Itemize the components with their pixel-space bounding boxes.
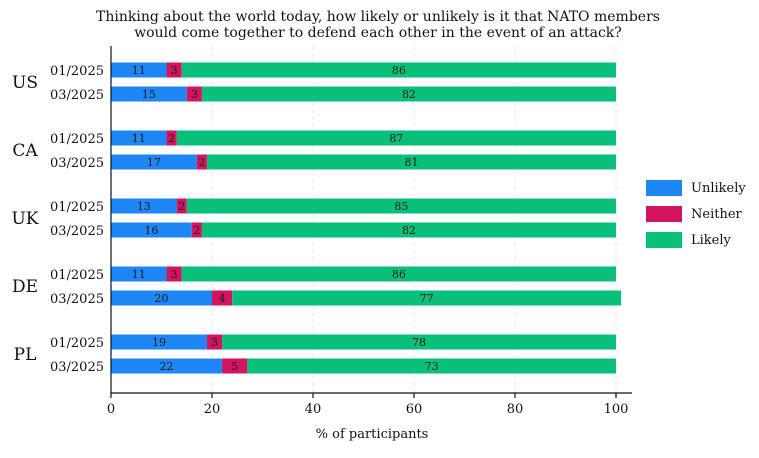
bar-de-1-unlikely — [111, 290, 212, 306]
data-label: 82 — [402, 224, 416, 237]
data-label: 20 — [155, 292, 169, 305]
bar-ca-0-neither — [166, 130, 177, 146]
x-tick-label: 80 — [507, 402, 524, 417]
data-label: 86 — [392, 64, 406, 77]
legend: Unlikely Neither Likely — [646, 180, 746, 248]
period-label: 01/2025 — [50, 64, 104, 79]
x-tick-label: 100 — [604, 402, 629, 417]
data-label: 16 — [144, 224, 158, 237]
period-label: 01/2025 — [50, 336, 104, 351]
x-tick-label: 20 — [204, 402, 221, 417]
country-label-pl: PL — [14, 345, 37, 365]
bar-uk-0-unlikely — [111, 198, 177, 214]
data-label: 13 — [137, 200, 151, 213]
bar-uk-0-neither — [176, 198, 187, 214]
bar-ca-0-unlikely — [111, 130, 167, 146]
period-label: 01/2025 — [50, 132, 104, 147]
bar-pl-0-unlikely — [111, 334, 207, 350]
bar-us-1-neither — [186, 86, 202, 102]
bar-pl-1-likely — [247, 358, 616, 374]
row-labels: 01/2025 03/2025 US 01/2025 03/2025 CA 01/2025 0… — [11, 64, 104, 375]
data-label: 17 — [147, 156, 161, 169]
x-axis-label: % of participants — [316, 427, 429, 442]
legend-label-neither: Neither — [691, 207, 743, 222]
bar-pl-1-unlikely — [111, 358, 223, 374]
period-label: 03/2025 — [50, 88, 104, 103]
data-label: 73 — [425, 360, 439, 373]
x-tick-label: 40 — [305, 402, 322, 417]
data-label: 2 — [198, 156, 205, 169]
period-label: 03/2025 — [50, 156, 104, 171]
period-label: 01/2025 — [50, 268, 104, 283]
data-label: 11 — [132, 132, 146, 145]
bar-pl-0-neither — [206, 334, 223, 350]
data-label: 2 — [168, 132, 175, 145]
bar-us-0-likely — [181, 62, 616, 78]
bar-uk-0-likely — [186, 198, 616, 214]
data-label: 81 — [404, 156, 418, 169]
legend-swatch-likely — [646, 232, 682, 248]
data-label: 78 — [412, 336, 426, 349]
country-label-us: US — [12, 73, 38, 93]
period-label: 03/2025 — [50, 360, 104, 375]
chart-title: Thinking about the world today, how like… — [96, 9, 660, 41]
bar-us-1-likely — [201, 86, 616, 102]
period-label: 03/2025 — [50, 292, 104, 307]
bar-pl-0-likely — [222, 334, 616, 350]
legend-swatch-neither — [646, 206, 682, 222]
data-label: 5 — [231, 360, 238, 373]
data-label: 3 — [191, 88, 198, 101]
bar-ca-1-unlikely — [111, 154, 197, 170]
data-label: 85 — [394, 200, 408, 213]
bar-ca-0-likely — [176, 130, 616, 146]
data-label: 11 — [132, 64, 146, 77]
bar-de-1-neither — [212, 290, 233, 306]
bar-uk-1-unlikely — [111, 222, 192, 238]
country-label-uk: UK — [11, 209, 38, 229]
bar-de-1-likely — [232, 290, 622, 306]
data-label: 2 — [178, 200, 185, 213]
x-tick-label: 0 — [107, 402, 115, 417]
bar-de-0-likely — [181, 266, 616, 282]
data-label: 11 — [132, 268, 146, 281]
period-label: 03/2025 — [50, 224, 104, 239]
bar-ca-1-neither — [196, 154, 207, 170]
data-label: 3 — [171, 64, 178, 77]
data-label: 2 — [193, 224, 200, 237]
bar-uk-1-neither — [191, 222, 202, 238]
bar-uk-1-likely — [201, 222, 616, 238]
country-label-de: DE — [12, 277, 38, 297]
legend-label-likely: Likely — [691, 233, 732, 248]
bar-de-0-neither — [166, 266, 182, 282]
bar-pl-1-neither — [222, 358, 248, 374]
x-tick-label: 60 — [406, 402, 423, 417]
chart-title-line-1: Thinking about the world today, how like… — [96, 9, 660, 25]
data-label: 15 — [142, 88, 156, 101]
legend-swatch-unlikely — [646, 180, 682, 196]
bar-us-0-neither — [166, 62, 182, 78]
data-label: 22 — [160, 360, 174, 373]
data-label: 19 — [152, 336, 166, 349]
data-label: 3 — [171, 268, 178, 281]
bar-us-0-unlikely — [111, 62, 167, 78]
data-label: 86 — [392, 268, 406, 281]
legend-label-unlikely: Unlikely — [691, 181, 746, 196]
country-label-ca: CA — [12, 141, 38, 161]
period-label: 01/2025 — [50, 200, 104, 215]
data-label: 77 — [420, 292, 434, 305]
bar-ca-1-likely — [206, 154, 616, 170]
data-label: 82 — [402, 88, 416, 101]
data-label: 87 — [389, 132, 403, 145]
bar-us-1-unlikely — [111, 86, 187, 102]
x-axis: % of participants 0 20 40 60 80 100 — [107, 46, 632, 442]
bar-de-0-unlikely — [111, 266, 167, 282]
chart-title-line-2: would come together to defend each other… — [134, 25, 622, 41]
data-label: 3 — [211, 336, 218, 349]
data-label: 4 — [219, 292, 226, 305]
